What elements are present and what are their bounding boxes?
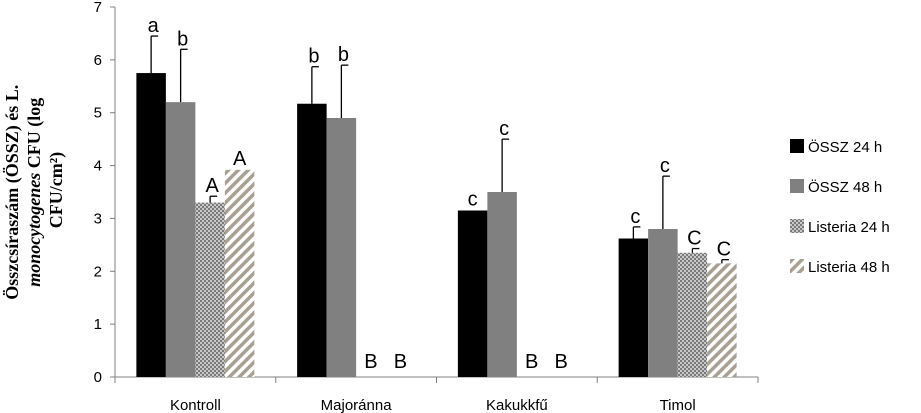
bar — [457, 210, 488, 377]
legend-swatch — [790, 139, 804, 153]
y-axis-label-line2-italic: monocytogenes — [24, 173, 44, 287]
significance-label: A — [205, 175, 219, 197]
y-axis-label: Összcsíraszám (ÖSSZ) és L. monocytogenes… — [2, 80, 67, 300]
bar — [224, 169, 255, 377]
y-tick-label: 7 — [94, 0, 102, 16]
significance-label: a — [148, 15, 160, 37]
significance-label: B — [525, 351, 538, 373]
legend-label: Listeria 48 h — [808, 259, 890, 276]
y-axis-label-line1: Összcsíraszám (ÖSSZ) és L. — [2, 85, 23, 300]
significance-label: b — [338, 44, 349, 66]
y-axis-label-line2-rest: CFU (log — [24, 98, 45, 173]
significance-label: B — [364, 351, 377, 373]
bar — [618, 238, 649, 377]
y-axis-label-line3: CFU/cm²) — [46, 152, 67, 228]
legend-label: ÖSSZ 24 h — [808, 138, 882, 156]
significance-label: c — [630, 206, 640, 228]
legend-swatch — [790, 179, 804, 193]
significance-label: C — [717, 239, 731, 261]
legend-swatch — [790, 259, 804, 273]
legend-swatch — [790, 219, 804, 233]
significance-label: B — [554, 351, 567, 373]
y-tick-label: 4 — [94, 158, 102, 175]
legend-label: Listeria 24 h — [808, 219, 890, 236]
x-tick-label: Timol — [660, 397, 696, 413]
significance-label: B — [394, 351, 407, 373]
y-tick-label: 6 — [94, 52, 102, 69]
bar — [136, 73, 166, 378]
significance-label: c — [660, 155, 670, 177]
legend: ÖSSZ 24 h ÖSSZ 48 h Listeria 24 h Listeria … — [790, 138, 890, 276]
y-tick-label: 2 — [94, 263, 102, 280]
x-tick-label: Kontroll — [170, 397, 221, 413]
significance-label: b — [177, 28, 188, 50]
legend-label: ÖSSZ 48 h — [808, 178, 882, 196]
x-tick-label: Kakukkfű — [486, 397, 548, 413]
significance-label: b — [308, 46, 319, 68]
bar — [648, 229, 678, 377]
significance-label: C — [687, 228, 701, 250]
bar — [165, 102, 196, 378]
bar — [487, 192, 517, 377]
significance-label: c — [499, 118, 509, 140]
x-tick-label: Majoránna — [321, 397, 393, 413]
significance-label: c — [468, 189, 478, 211]
y-tick-label: 1 — [94, 316, 102, 333]
bar — [707, 263, 737, 377]
bar — [326, 118, 357, 377]
bar — [195, 202, 225, 377]
significance-label: A — [233, 148, 247, 170]
y-tick-label: 3 — [94, 210, 102, 227]
y-tick-label: 0 — [94, 369, 102, 386]
y-tick-label: 5 — [94, 105, 102, 122]
bar — [297, 103, 327, 377]
bar — [677, 252, 708, 377]
